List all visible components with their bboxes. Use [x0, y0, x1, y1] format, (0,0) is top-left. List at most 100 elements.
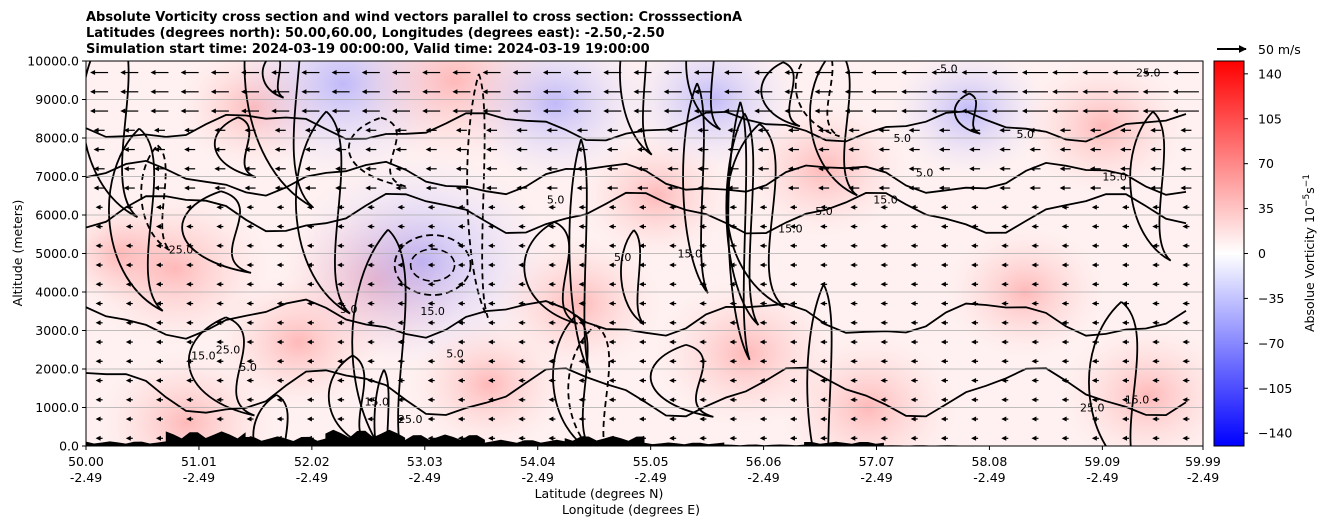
wind-vector-head	[216, 281, 222, 287]
wind-vector-head	[971, 397, 977, 403]
wind-vector-head	[971, 281, 977, 287]
wind-vector-head	[184, 147, 190, 153]
wind-vector-head	[820, 301, 826, 307]
wind-vector-head	[301, 108, 307, 114]
wind-vector	[848, 185, 860, 191]
wind-vector	[1059, 147, 1071, 153]
wind-vector-head	[940, 301, 946, 307]
wind-vector-head	[1031, 281, 1037, 287]
wind-vector	[961, 89, 988, 95]
wind-vector	[693, 89, 712, 95]
wind-vector	[669, 224, 677, 230]
wind-vector-head	[397, 243, 403, 249]
wind-vector-head	[669, 320, 675, 326]
wind-vector	[335, 127, 347, 133]
wind-vector-head	[667, 127, 673, 133]
wind-vector	[155, 358, 163, 364]
wind-vector	[669, 262, 677, 268]
wind-vector-head	[940, 224, 946, 230]
wind-vector-head	[1052, 108, 1058, 114]
wind-vector	[90, 70, 109, 76]
wind-vector	[1061, 378, 1069, 384]
wind-vector	[457, 320, 465, 326]
wind-vector	[880, 397, 888, 403]
wind-vector	[820, 301, 828, 307]
wind-vector-head	[216, 224, 222, 230]
wind-vector-head	[573, 89, 579, 95]
wind-vector-head	[1122, 358, 1128, 364]
wind-vector-head	[427, 204, 433, 210]
wind-vector	[210, 70, 229, 76]
wind-vector	[669, 397, 677, 403]
wind-vector	[818, 185, 830, 191]
wind-vector	[367, 243, 375, 249]
contour-label-6: 5.0	[340, 303, 358, 316]
wind-vector-head	[365, 147, 371, 153]
wind-vector	[1152, 416, 1160, 422]
wind-vector-head	[576, 166, 582, 172]
terrain-profile	[86, 429, 1203, 446]
wind-vector-head	[818, 147, 824, 153]
wind-vector-head	[276, 224, 282, 230]
wind-vector	[1021, 89, 1048, 95]
wind-vector	[729, 243, 737, 249]
wind-vector-head	[246, 262, 252, 268]
wind-vector	[216, 224, 224, 230]
wind-vector-head	[518, 397, 524, 403]
wind-vector	[1001, 358, 1009, 364]
wind-vector-head	[367, 378, 373, 384]
wind-vector-head	[1152, 339, 1158, 345]
contour-line-31	[140, 144, 171, 252]
x-tick-label-lon-8: -2.49	[973, 470, 1005, 485]
wind-vector	[186, 243, 194, 249]
y-tick-label-10: 10000.0	[27, 54, 79, 69]
wind-vector	[940, 416, 948, 422]
wind-vector	[724, 89, 743, 95]
wind-vector-head	[1052, 89, 1058, 95]
wind-vector	[153, 185, 165, 191]
wind-vector-head	[216, 320, 222, 326]
wind-vector-head	[395, 127, 401, 133]
wind-vector-head	[818, 166, 824, 172]
wind-vector	[1082, 89, 1109, 95]
wind-vector-head	[518, 262, 524, 268]
wind-vector	[125, 262, 133, 268]
wind-vector	[850, 358, 858, 364]
wind-vector	[155, 320, 163, 326]
wind-vector	[276, 204, 284, 210]
wind-vector-head	[639, 281, 644, 287]
wind-vector-head	[210, 108, 216, 114]
contour-label-20: 15.0	[1125, 394, 1150, 407]
wind-vector-head	[123, 147, 129, 153]
wind-vector	[814, 89, 833, 95]
wind-vector	[153, 166, 165, 172]
wind-vector	[850, 435, 858, 441]
wind-vector	[1061, 339, 1069, 345]
wind-vector	[578, 320, 586, 326]
x-tick-label-lat-10: 59.99	[1185, 454, 1221, 469]
wind-vector-head	[1122, 301, 1128, 307]
wind-vector	[1029, 127, 1041, 133]
wind-vector-head	[844, 89, 850, 95]
wind-vector	[759, 339, 767, 345]
wind-vector-head	[1182, 243, 1188, 249]
wind-vector	[246, 301, 254, 307]
wind-vector	[1142, 70, 1169, 76]
wind-vector	[306, 378, 314, 384]
wind-vector	[367, 262, 375, 268]
y-tick-label-8: 8000.0	[35, 131, 79, 146]
wind-vector	[1001, 243, 1009, 249]
wind-vector	[880, 339, 888, 345]
wind-vector-head	[820, 358, 826, 364]
wind-vector	[304, 185, 316, 191]
wind-vector-head	[155, 378, 161, 384]
wind-vector	[787, 147, 799, 153]
wind-vector	[276, 397, 284, 403]
wind-vector	[1031, 262, 1039, 268]
wind-vector	[754, 70, 773, 76]
wind-vector-head	[1172, 70, 1178, 76]
wind-vector-head	[155, 435, 161, 441]
wind-vector-head	[669, 397, 675, 403]
wind-vector-head	[482, 108, 488, 114]
wind-vector	[1120, 147, 1132, 153]
